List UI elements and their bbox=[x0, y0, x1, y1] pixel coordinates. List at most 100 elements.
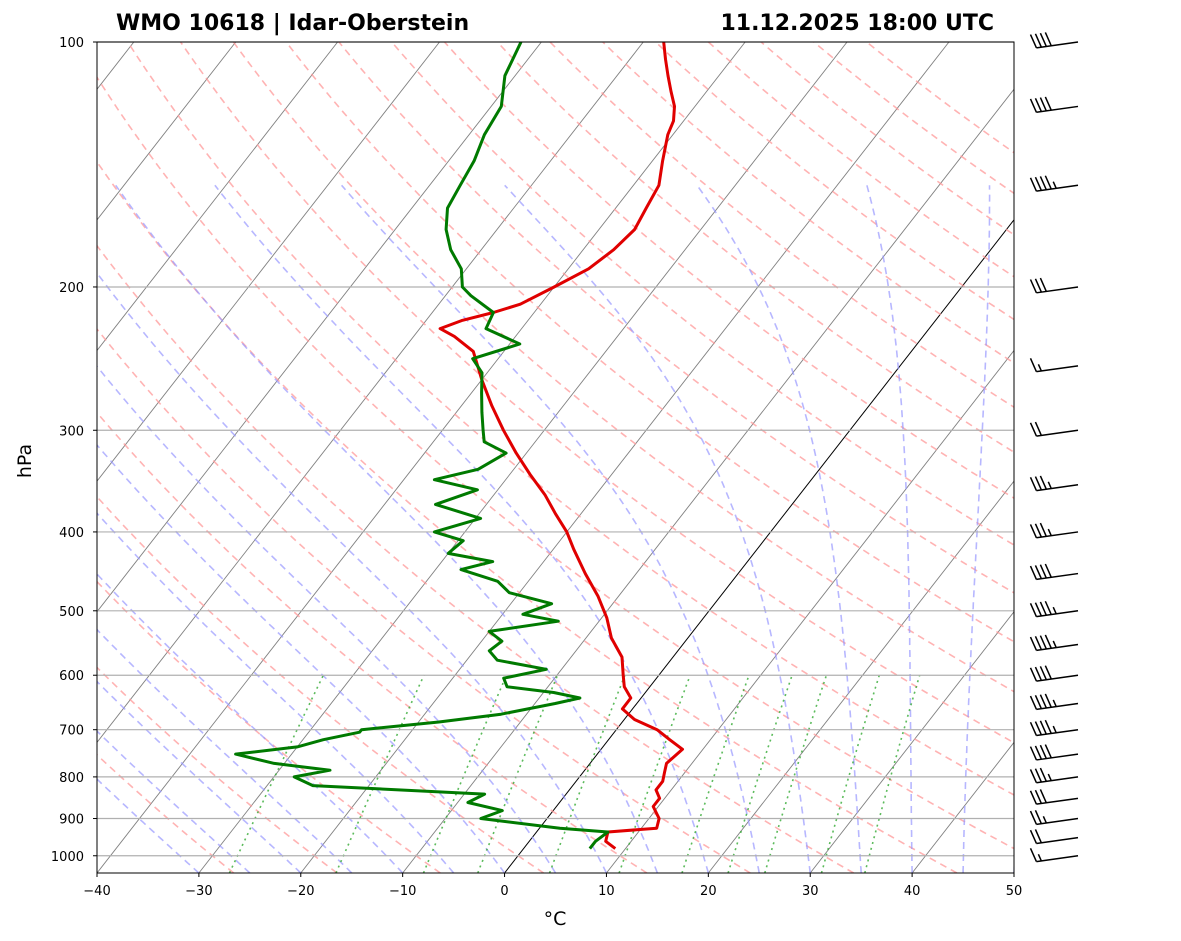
isotherm-line bbox=[97, 42, 746, 873]
wind-barb-staff bbox=[1036, 184, 1079, 192]
wind-barb-full bbox=[1034, 789, 1043, 804]
wind-barb-full bbox=[1029, 721, 1038, 736]
x-tick-label: −30 bbox=[185, 884, 212, 899]
isotherm-line bbox=[606, 349, 1014, 873]
wind-barb-full bbox=[1039, 522, 1047, 537]
moist-adiabat-line bbox=[97, 680, 302, 873]
wind-barb-full bbox=[1029, 667, 1038, 682]
wind-barb-half bbox=[1052, 725, 1057, 734]
wind-barb-full bbox=[1044, 744, 1052, 759]
x-tick-label: −40 bbox=[83, 884, 110, 899]
chart-title-datetime: 11.12.2025 18:00 UTC bbox=[720, 11, 994, 36]
dry-adiabat-line bbox=[232, 42, 1014, 693]
dry-adiabat-line bbox=[97, 244, 854, 873]
wind-barb-staff bbox=[1036, 365, 1079, 373]
wind-barb-half bbox=[1037, 364, 1043, 372]
wind-barb-full bbox=[1044, 96, 1052, 111]
y-tick-label: 700 bbox=[59, 724, 84, 739]
wind-barb-half bbox=[1042, 816, 1047, 824]
dry-adiabat-line bbox=[813, 42, 1014, 195]
wind-barb-half bbox=[1052, 640, 1057, 648]
temperature-trace bbox=[438, 42, 684, 850]
wind-barb-staff bbox=[1036, 286, 1079, 294]
wind-barb-full bbox=[1044, 175, 1052, 190]
y-axis: 1000 900 800 700 600 500 400 300 200 100 bbox=[51, 36, 97, 865]
wind-barb-staff bbox=[1036, 483, 1079, 492]
y-tick-label: 500 bbox=[59, 605, 84, 620]
dry-adiabat-line bbox=[866, 42, 1014, 154]
zero-isotherm-line bbox=[504, 219, 1014, 873]
wind-barb-half bbox=[1047, 481, 1052, 489]
wind-barb-half bbox=[1052, 606, 1057, 615]
dry-adiabat-line bbox=[443, 42, 1014, 500]
x-tick-label: 40 bbox=[904, 884, 921, 899]
wind-barb-half bbox=[1052, 699, 1057, 707]
wind-barb-full bbox=[1034, 768, 1043, 783]
y-tick-label: 100 bbox=[59, 36, 84, 51]
dry-adiabat-line bbox=[179, 42, 1014, 744]
wind-barb-full bbox=[1029, 769, 1038, 784]
wind-barb-full bbox=[1029, 358, 1038, 372]
wind-barb-half bbox=[1037, 853, 1043, 862]
wind-barb-full bbox=[1029, 565, 1038, 580]
wind-barb-full bbox=[1039, 744, 1047, 759]
wind-barb-full bbox=[1039, 277, 1047, 292]
wind-barb bbox=[1029, 96, 1079, 114]
wind-barb-full bbox=[1034, 721, 1043, 736]
y-tick-label: 800 bbox=[59, 771, 84, 786]
dry-adiabat-line bbox=[285, 42, 1014, 643]
mixing-ratio-line bbox=[477, 674, 559, 873]
wind-barb-full bbox=[1034, 829, 1043, 844]
wind-barb-staff bbox=[1036, 702, 1079, 711]
wind-barb-staff bbox=[1036, 531, 1079, 539]
wind-barb-full bbox=[1034, 476, 1043, 491]
wind-barb-staff bbox=[1036, 776, 1079, 784]
x-tick-label: 30 bbox=[802, 884, 819, 899]
isotherm-line bbox=[1013, 872, 1014, 873]
dry-adiabat-line bbox=[97, 75, 1014, 850]
wind-barb-full bbox=[1034, 695, 1043, 709]
wind-barb-staff bbox=[1036, 836, 1079, 845]
mixing-ratio-line bbox=[618, 674, 691, 873]
wind-barb-staff bbox=[1036, 753, 1079, 761]
wind-barb bbox=[1029, 475, 1079, 492]
dry-adiabat-line bbox=[760, 42, 1014, 236]
dry-adiabat-line bbox=[338, 42, 1014, 594]
wind-barb bbox=[1029, 600, 1079, 618]
y-tick-label: 600 bbox=[59, 669, 84, 684]
isotherm-line bbox=[97, 42, 237, 221]
wind-barb-full bbox=[1039, 32, 1047, 47]
wind-barb-full bbox=[1029, 829, 1038, 844]
wind-barb bbox=[1029, 563, 1079, 581]
y-tick-label: 300 bbox=[59, 424, 84, 439]
dry-adiabat-line bbox=[707, 42, 1014, 278]
wind-barb-full bbox=[1034, 97, 1043, 112]
dry-adiabat-line bbox=[97, 160, 958, 873]
mixing-ratio-line bbox=[548, 674, 626, 873]
isotherm-line bbox=[707, 480, 1014, 873]
wind-barb-full bbox=[1029, 34, 1038, 49]
wind-barb-staff bbox=[1036, 855, 1079, 863]
wind-barb-staff bbox=[1036, 610, 1079, 618]
wind-barb-staff bbox=[1036, 728, 1079, 737]
isotherm-line bbox=[198, 42, 848, 873]
x-axis-label: °C bbox=[544, 908, 567, 930]
wind-barb-staff bbox=[1036, 429, 1079, 437]
wind-barb bbox=[1029, 719, 1079, 737]
pressure-gridlines bbox=[97, 41, 1014, 857]
wind-barb-full bbox=[1034, 421, 1043, 436]
wind-barb-full bbox=[1034, 33, 1043, 48]
mixing-ratio-line bbox=[820, 674, 881, 873]
x-tick-label: −10 bbox=[389, 884, 416, 899]
wind-barb-full bbox=[1039, 601, 1047, 616]
wind-barb-full bbox=[1029, 746, 1038, 761]
isotherm-line bbox=[97, 42, 440, 482]
profile-traces bbox=[234, 42, 684, 850]
isotherm-line bbox=[97, 42, 644, 744]
dry-adiabat-line bbox=[127, 42, 1014, 796]
mixing-ratio-line bbox=[335, 674, 425, 873]
wind-barb-full bbox=[1029, 695, 1038, 710]
wind-barb-full bbox=[1039, 767, 1047, 782]
wind-barb-full bbox=[1034, 176, 1043, 191]
wind-barb-full bbox=[1044, 32, 1052, 47]
